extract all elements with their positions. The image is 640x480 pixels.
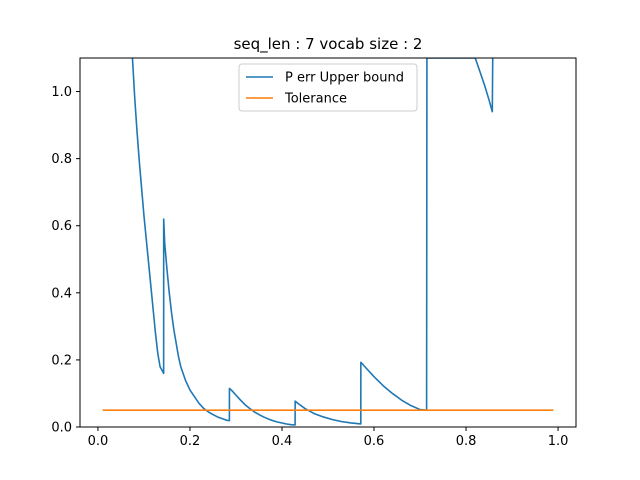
y-axis: 0.0 0.2 0.4 0.6 0.8 1.0 bbox=[51, 85, 80, 436]
x-tick-label: 0.4 bbox=[272, 434, 293, 449]
plot-frame bbox=[79, 57, 577, 428]
y-tick-label: 0.6 bbox=[51, 219, 72, 234]
legend-label: P err Upper bound bbox=[285, 71, 404, 86]
y-tick-label: 0.2 bbox=[51, 353, 72, 368]
series-line-1 bbox=[131, 58, 494, 426]
plot-series bbox=[102, 58, 554, 426]
legend-box bbox=[238, 63, 418, 112]
x-tick-label: 1.0 bbox=[548, 434, 569, 449]
y-tick-label: 0.0 bbox=[51, 421, 72, 436]
x-tick-label: 0.0 bbox=[88, 434, 109, 449]
legend: P err Upper bound Tolerance bbox=[238, 63, 418, 112]
chart-title: seq_len : 7 vocab size : 2 bbox=[234, 35, 423, 54]
x-tick-label: 0.8 bbox=[456, 434, 477, 449]
y-tick-label: 0.4 bbox=[51, 286, 72, 301]
x-tick-label: 0.6 bbox=[364, 434, 385, 449]
y-tick-label: 1.0 bbox=[51, 85, 72, 100]
legend-label: Tolerance bbox=[284, 92, 347, 107]
y-tick-label: 0.8 bbox=[51, 152, 72, 167]
x-tick-label: 0.2 bbox=[180, 434, 201, 449]
x-axis: 0.0 0.2 0.4 0.6 0.8 1.0 bbox=[88, 427, 569, 449]
